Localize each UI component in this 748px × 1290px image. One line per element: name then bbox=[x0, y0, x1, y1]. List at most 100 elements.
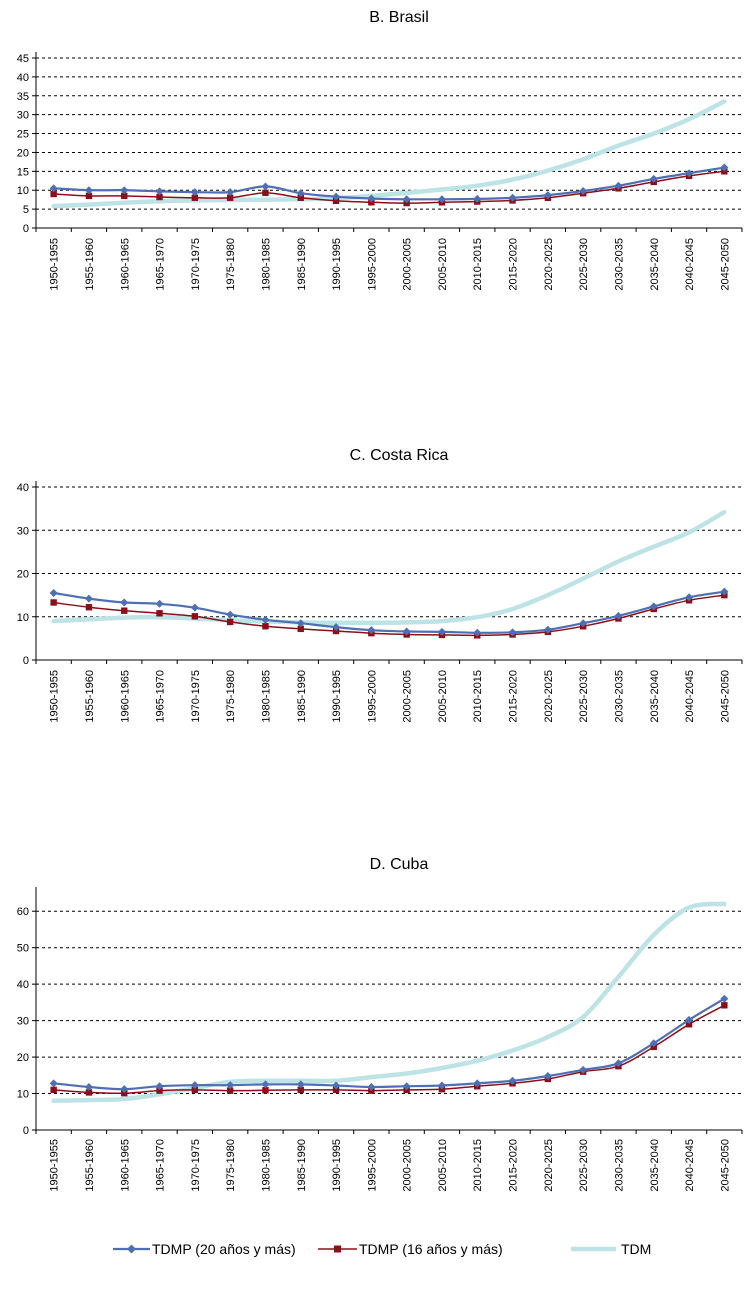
data-point-tdmp-20 bbox=[437, 1081, 446, 1090]
x-tick-label: 1995-2000 bbox=[366, 1139, 378, 1192]
data-point-tdmp-16 bbox=[297, 194, 304, 201]
data-point-tdmp-16 bbox=[121, 1089, 128, 1097]
x-tick-label: 2040-2045 bbox=[684, 670, 696, 723]
data-point-tdmp-20 bbox=[685, 169, 694, 178]
x-tick-label: 1960-1965 bbox=[119, 238, 131, 291]
data-point-tdmp-20 bbox=[332, 192, 341, 201]
y-tick-label: 40 bbox=[17, 482, 29, 494]
data-point-tdmp-20 bbox=[614, 181, 623, 190]
data-point-tdmp-20 bbox=[155, 1082, 164, 1091]
data-point-tdmp-16 bbox=[332, 1086, 340, 1094]
x-tick-label: 2025-2030 bbox=[578, 1139, 590, 1192]
x-tick-label: 1950-1955 bbox=[49, 670, 61, 723]
x-tick-label: 2045-2050 bbox=[719, 670, 731, 723]
y-tick-label: 30 bbox=[17, 110, 29, 122]
x-tick-label: 2030-2035 bbox=[613, 1139, 625, 1192]
y-tick-label: 45 bbox=[17, 53, 29, 65]
x-tick-label: 1975-1980 bbox=[225, 1139, 237, 1192]
data-point-tdmp-20 bbox=[649, 602, 658, 611]
data-point-tdmp-16 bbox=[121, 607, 128, 614]
x-tick-label: 1950-1955 bbox=[49, 238, 61, 291]
data-point-tdmp-20 bbox=[120, 1085, 129, 1094]
x-tick-label: 2020-2025 bbox=[543, 670, 555, 723]
data-point-tdmp-20 bbox=[649, 174, 658, 183]
data-point-tdmp-20 bbox=[296, 189, 305, 198]
x-tick-label: 1990-1995 bbox=[331, 238, 343, 291]
data-point-tdmp-16 bbox=[297, 625, 304, 633]
x-tick-label: 1980-1985 bbox=[260, 238, 272, 291]
data-point-tdmp-16 bbox=[85, 1089, 93, 1096]
data-point-tdmp-20 bbox=[473, 628, 482, 637]
data-point-tdmp-16 bbox=[85, 192, 93, 200]
data-point-tdmp-16 bbox=[685, 1021, 693, 1028]
y-tick-label: 25 bbox=[17, 129, 29, 141]
data-point-tdmp-16 bbox=[226, 194, 234, 201]
x-tick-label: 2005-2010 bbox=[437, 238, 449, 291]
data-point-tdmp-20 bbox=[473, 1079, 482, 1088]
data-point-tdmp-16 bbox=[297, 1086, 304, 1094]
data-point-tdmp-16 bbox=[50, 190, 57, 198]
data-point-tdmp-20 bbox=[84, 186, 93, 195]
data-point-tdmp-16 bbox=[262, 189, 269, 197]
x-tick-label: 1980-1985 bbox=[260, 670, 272, 723]
x-tick-label: 2045-2050 bbox=[719, 1139, 731, 1192]
data-point-tdmp-16 bbox=[262, 1087, 269, 1094]
x-tick-label: 1950-1955 bbox=[49, 1139, 61, 1192]
chart-panel-brasil: B. Brasil 0 5 10 15 20 25 30 35 40 45 1950-1955 1955… bbox=[17, 9, 743, 291]
x-tick-label: 2000-2005 bbox=[402, 670, 414, 723]
data-point-tdmp-20 bbox=[508, 628, 517, 637]
data-point-tdmp-20 bbox=[437, 627, 446, 636]
data-point-tdmp-16 bbox=[121, 192, 128, 200]
data-point-tdmp-20 bbox=[508, 193, 517, 202]
data-point-tdmp-20 bbox=[685, 1015, 694, 1024]
x-tick-label: 1970-1975 bbox=[190, 670, 202, 723]
x-tick-label: 2000-2005 bbox=[402, 1139, 414, 1192]
y-tick-label: 10 bbox=[17, 1089, 29, 1101]
x-tick-label: 1990-1995 bbox=[331, 1139, 343, 1192]
x-tick-label: 2005-2010 bbox=[437, 1139, 449, 1192]
x-tick-label: 2045-2050 bbox=[719, 238, 731, 291]
data-point-tdmp-20 bbox=[49, 588, 58, 597]
data-point-tdmp-20 bbox=[155, 599, 164, 608]
y-tick-label: 40 bbox=[17, 979, 29, 991]
data-point-tdmp-20 bbox=[579, 619, 588, 628]
series-line-tdmp-16 bbox=[52, 1004, 726, 1095]
x-tick-label: 2010-2015 bbox=[472, 1139, 484, 1192]
data-point-tdmp-20 bbox=[84, 594, 93, 603]
x-tick-label: 1965-1970 bbox=[155, 238, 167, 291]
x-tick-label: 2035-2040 bbox=[649, 1139, 661, 1192]
y-tick-label: 10 bbox=[17, 612, 29, 624]
data-point-tdmp-20 bbox=[720, 994, 729, 1003]
data-point-tdmp-20 bbox=[720, 163, 729, 172]
chart-title: B. Brasil bbox=[369, 9, 429, 26]
data-point-tdmp-20 bbox=[49, 184, 58, 193]
data-point-tdmp-20 bbox=[402, 195, 411, 204]
x-tick-label: 2035-2040 bbox=[649, 238, 661, 291]
data-point-tdmp-20 bbox=[226, 1081, 235, 1090]
data-point-tdmp-16 bbox=[262, 623, 269, 630]
data-point-tdmp-20 bbox=[296, 1080, 305, 1089]
data-point-tdmp-20 bbox=[367, 626, 376, 635]
y-tick-label: 0 bbox=[23, 1125, 29, 1137]
data-point-tdmp-20 bbox=[614, 611, 623, 620]
x-tick-label: 1995-2000 bbox=[366, 670, 378, 723]
x-tick-label: 2035-2040 bbox=[649, 670, 661, 723]
data-point-tdmp-16 bbox=[226, 618, 234, 626]
data-point-tdmp-20 bbox=[120, 186, 129, 195]
data-point-tdmp-20 bbox=[543, 1072, 552, 1081]
data-point-tdmp-20 bbox=[190, 188, 199, 197]
data-point-tdmp-20 bbox=[261, 1080, 270, 1089]
data-point-tdmp-20 bbox=[296, 619, 305, 628]
x-tick-label: 1995-2000 bbox=[366, 238, 378, 291]
legend-label: TDMP (20 años y más) bbox=[152, 1241, 296, 1257]
x-tick-label: 1955-1960 bbox=[84, 1139, 96, 1192]
x-tick-label: 2030-2035 bbox=[613, 238, 625, 291]
data-point-tdmp-20 bbox=[261, 615, 270, 624]
data-point-tdmp-16 bbox=[50, 1086, 57, 1094]
data-point-tdmp-20 bbox=[579, 186, 588, 195]
data-point-tdmp-16 bbox=[156, 1087, 163, 1094]
chart-title: C. Costa Rica bbox=[350, 447, 449, 464]
data-point-tdmp-20 bbox=[190, 603, 199, 612]
data-point-tdmp-20 bbox=[649, 1039, 658, 1048]
